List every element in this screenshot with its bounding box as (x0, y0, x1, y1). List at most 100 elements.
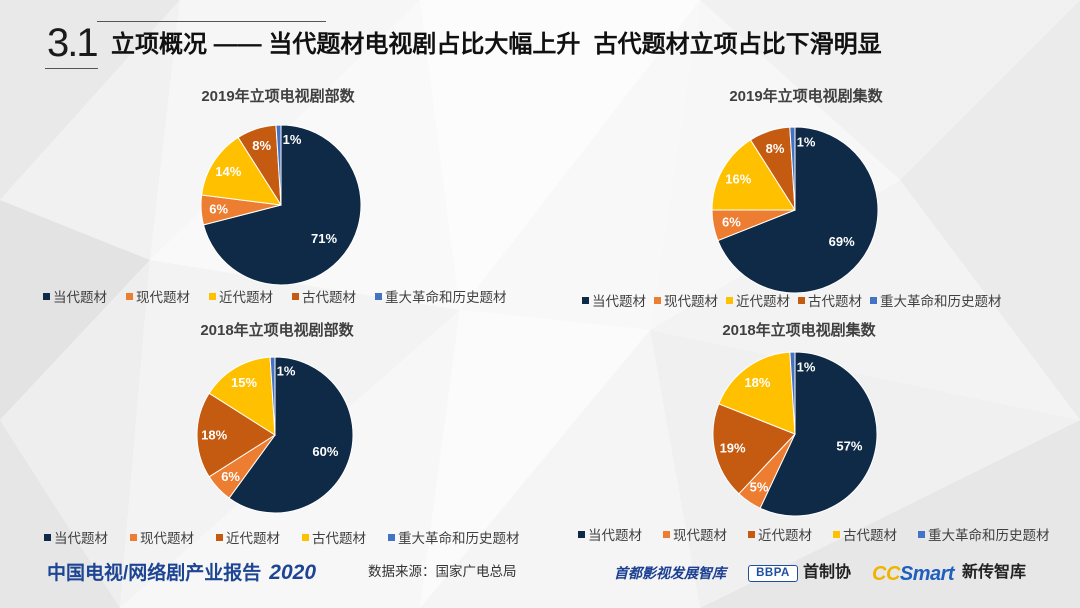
legend-label-modern: 现代题材 (140, 531, 194, 546)
legend-swatch-modern (130, 533, 137, 541)
legend-swatch-contemporary (582, 296, 589, 304)
slice-label-near-modern: 18% (201, 428, 227, 443)
section-number: 3.1 (47, 21, 99, 65)
slice-label-modern: 6% (722, 215, 741, 230)
pie-slice-revolutionary-historical (269, 356, 276, 436)
legend-swatch-contemporary (43, 292, 50, 300)
slice-label-ancient: 8% (252, 138, 271, 153)
chart-legend-2018-episode-count: 当代题材 现代题材 近代题材 古代题材 重大革命和历史题材 (578, 524, 1071, 544)
legend-label-near-modern: 近代题材 (736, 294, 790, 309)
legend-swatch-ancient (302, 533, 309, 541)
legend-label-modern: 现代题材 (136, 290, 190, 305)
legend-swatch-modern (654, 296, 661, 304)
slice-label-revolutionary-historical: 1% (797, 134, 816, 149)
chart-title-2018-episode-count: 2018年立项电视剧集数 (722, 322, 876, 339)
chart-title-2018-series-count: 2018年立项电视剧部数 (200, 322, 354, 339)
chart-legend-2019-series-count: 当代题材 现代题材 近代题材 古代题材 重大革命和历史题材 (43, 286, 526, 306)
pie-slice-near-modern (201, 136, 282, 206)
legend-label-contemporary: 当代题材 (588, 528, 642, 543)
slice-label-revolutionary-historical: 1% (797, 359, 816, 374)
legend-item-revolutionary-historical: 重大革命和历史题材 (375, 286, 507, 306)
background-facet (460, 0, 700, 330)
legend-item-ancient: 古代题材 (833, 524, 897, 544)
background-facet (900, 0, 1080, 420)
legend-swatch-ancient (798, 296, 805, 304)
pie-chart-2018-series-count: 60% 6% 18% 15% 1% (196, 356, 354, 514)
legend-swatch-near-modern (216, 533, 223, 541)
chart-title-2019-series-count: 2019年立项电视剧部数 (201, 88, 355, 105)
report-title: 中国电视/网络剧产业报告 (47, 563, 262, 584)
legend-item-modern: 现代题材 (654, 290, 718, 310)
legend-label-ancient: 古代题材 (302, 290, 356, 305)
legend-item-modern: 现代题材 (126, 286, 190, 306)
legend-item-near-modern: 近代题材 (216, 527, 280, 547)
legend-item-revolutionary-historical: 重大革命和历史题材 (918, 524, 1050, 544)
background-facet (420, 330, 700, 608)
report-year: 2020 (269, 561, 316, 584)
ccsmart-cc: CC (872, 563, 900, 585)
legend-item-contemporary: 当代题材 (578, 524, 642, 544)
chart-legend-2018-series-count: 当代题材 现代题材 近代题材 古代题材 重大革命和历史题材 (44, 527, 542, 547)
legend-swatch-modern (663, 530, 670, 538)
legend-label-modern: 现代题材 (664, 294, 718, 309)
background-facet (700, 0, 1080, 180)
pie-slice-contemporary (228, 356, 354, 514)
bbpa-name: 首制协 (803, 564, 852, 581)
background-facet (420, 310, 650, 608)
background-facet (0, 420, 120, 608)
legend-swatch-revolutionary-historical (870, 296, 877, 304)
slice-label-modern: 6% (209, 201, 228, 216)
pie-chart-2019-series-count: 71% 6% 14% 8% 1% (200, 124, 362, 286)
background-facet (0, 0, 180, 260)
legend-swatch-ancient (292, 292, 299, 300)
background-facet (0, 260, 150, 608)
pie-slice-contemporary (759, 351, 878, 517)
chart-title-2019-episode-count: 2019年立项电视剧集数 (729, 88, 883, 105)
slice-label-revolutionary-historical: 1% (283, 132, 302, 147)
legend-label-near-modern: 近代题材 (226, 531, 280, 546)
legend-item-contemporary: 当代题材 (44, 527, 108, 547)
legend-label-contemporary: 当代题材 (54, 531, 108, 546)
legend-swatch-near-modern (748, 530, 755, 538)
legend-swatch-modern (126, 292, 133, 300)
pie-slice-near-modern (196, 392, 276, 478)
slice-label-near-modern: 14% (215, 164, 241, 179)
slice-label-contemporary: 57% (836, 439, 862, 454)
legend-label-near-modern: 近代题材 (758, 528, 812, 543)
background-facet (650, 180, 1080, 420)
think-tank-logo: 首都影视发展智库 (614, 565, 726, 581)
legend-item-modern: 现代题材 (663, 524, 727, 544)
legend-label-near-modern: 近代题材 (219, 290, 273, 305)
legend-swatch-near-modern (726, 296, 733, 304)
legend-item-contemporary: 当代题材 (43, 286, 107, 306)
legend-label-ancient: 古代题材 (808, 294, 862, 309)
slice-label-ancient: 18% (744, 375, 770, 390)
legend-label-revolutionary-historical: 重大革命和历史题材 (398, 531, 520, 546)
legend-item-contemporary: 当代题材 (582, 290, 646, 310)
legend-swatch-ancient (833, 530, 840, 538)
legend-swatch-revolutionary-historical (375, 292, 382, 300)
pie-slice-contemporary (717, 126, 879, 294)
bbpa-logo: BBPA (748, 565, 798, 582)
legend-swatch-contemporary (578, 530, 585, 538)
slice-label-modern: 6% (221, 469, 240, 484)
pie-slice-ancient (718, 351, 796, 435)
legend-swatch-revolutionary-historical (388, 533, 395, 541)
slice-label-ancient: 15% (231, 375, 257, 390)
section-title: 立项概况 —— 当代题材电视剧占比大幅上升 古代题材立项占比下滑明显 (111, 31, 882, 58)
ccsmart-smart: Smart (899, 563, 955, 585)
pie-slice-revolutionary-historical (789, 126, 796, 211)
title-rule-bottom (45, 68, 98, 69)
background-facet (700, 420, 1080, 608)
pie-slice-revolutionary-historical (789, 351, 796, 435)
legend-label-ancient: 古代题材 (843, 528, 897, 543)
data-source: 数据来源：国家广电总局 (368, 564, 517, 579)
slice-label-ancient: 8% (766, 141, 785, 156)
legend-item-ancient: 古代题材 (798, 290, 862, 310)
legend-swatch-contemporary (44, 533, 51, 541)
slice-label-contemporary: 60% (312, 444, 338, 459)
legend-swatch-revolutionary-historical (918, 530, 925, 538)
slice-label-near-modern: 19% (720, 441, 746, 456)
legend-label-revolutionary-historical: 重大革命和历史题材 (385, 290, 507, 305)
